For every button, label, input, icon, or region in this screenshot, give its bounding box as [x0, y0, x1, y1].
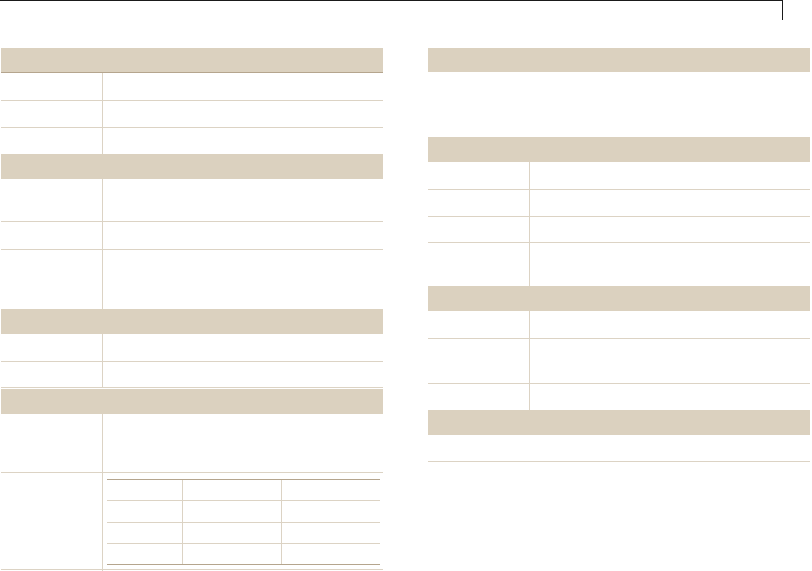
row-divider [1, 100, 383, 101]
row-divider [428, 189, 810, 190]
row-divider [1, 127, 383, 128]
nested-column-divider [182, 480, 183, 564]
nested-top-rule [107, 479, 380, 480]
section-header [428, 48, 810, 72]
column-divider [102, 414, 103, 571]
section-header [1, 389, 383, 414]
column-divider [102, 179, 103, 309]
top-rule [0, 0, 783, 1]
section-header [428, 137, 810, 162]
row-divider [1, 361, 383, 362]
top-right-rule [782, 0, 783, 20]
row-divider [1, 387, 383, 388]
column-divider [529, 311, 530, 410]
nested-bottom-rule [107, 564, 380, 565]
section-header [1, 154, 383, 179]
row-divider [1, 249, 383, 250]
row-divider [428, 216, 810, 217]
column-divider [102, 73, 103, 154]
nested-row-divider [107, 543, 380, 544]
row-divider [1, 569, 383, 570]
row-divider [428, 383, 810, 384]
nested-column-divider [281, 480, 282, 564]
nested-row-divider [107, 500, 380, 501]
section-header [428, 410, 810, 435]
row-divider [428, 461, 810, 462]
column-divider [529, 162, 530, 286]
section-header [1, 309, 383, 334]
section-header [428, 286, 810, 311]
column-divider [102, 334, 103, 387]
row-divider [428, 242, 810, 243]
row-divider [428, 338, 810, 339]
header-underline [1, 72, 383, 73]
nested-row-divider [107, 522, 380, 523]
row-divider [1, 221, 383, 222]
row-divider [1, 472, 383, 473]
section-header [1, 48, 383, 72]
